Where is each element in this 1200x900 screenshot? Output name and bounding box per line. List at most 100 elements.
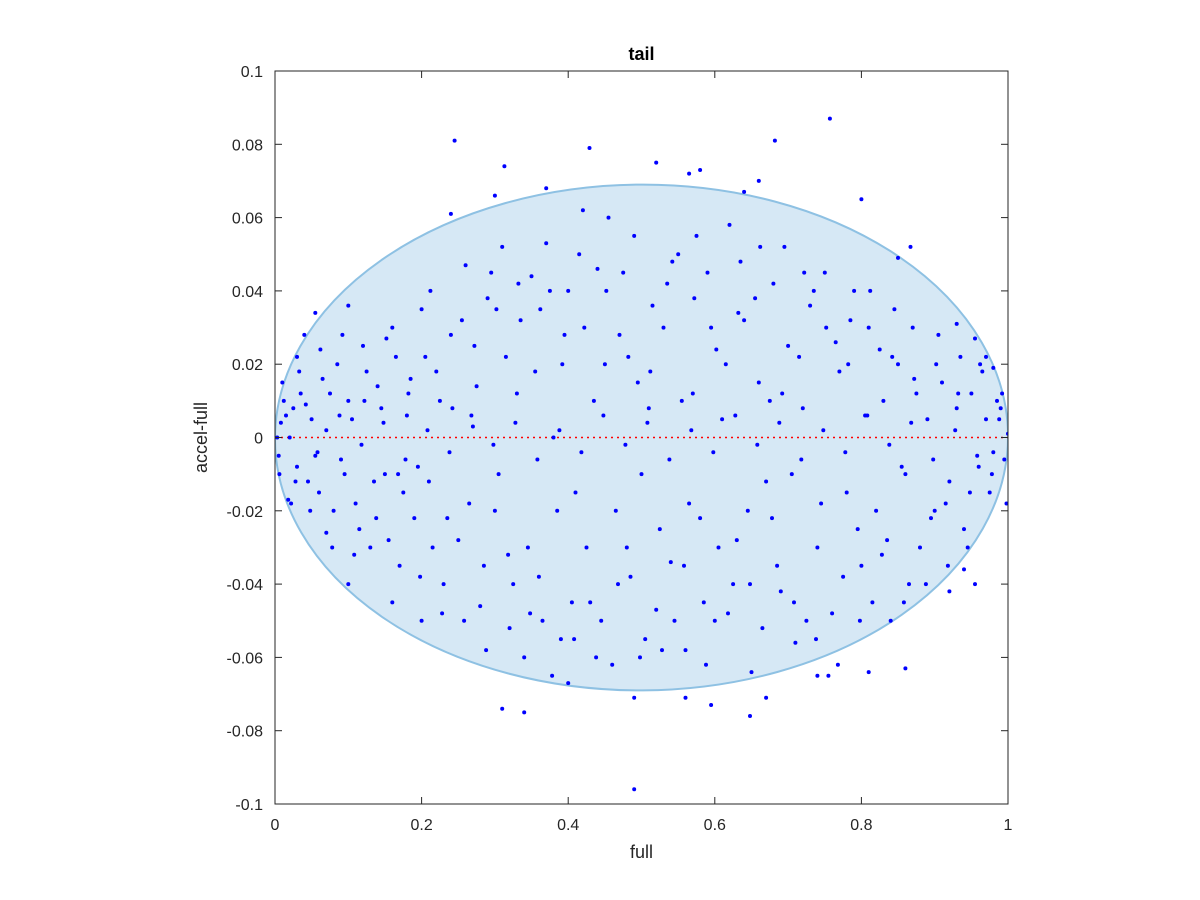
data-point bbox=[943, 501, 948, 506]
data-point bbox=[745, 508, 750, 513]
data-point bbox=[450, 406, 455, 411]
data-point bbox=[903, 666, 908, 671]
data-point bbox=[582, 325, 587, 330]
data-point bbox=[865, 413, 870, 418]
data-point bbox=[277, 472, 282, 477]
data-point bbox=[857, 618, 862, 623]
data-point bbox=[683, 648, 688, 653]
data-point bbox=[714, 347, 719, 352]
data-point bbox=[953, 428, 958, 433]
data-point bbox=[469, 413, 474, 418]
data-point bbox=[978, 362, 983, 367]
data-point bbox=[331, 508, 336, 513]
data-point bbox=[764, 479, 769, 484]
data-point bbox=[698, 168, 703, 172]
data-point bbox=[551, 435, 556, 440]
data-point bbox=[577, 252, 582, 257]
data-point bbox=[984, 417, 988, 422]
data-point bbox=[459, 318, 464, 323]
data-point bbox=[419, 618, 424, 623]
data-point bbox=[511, 582, 516, 587]
data-point bbox=[827, 116, 832, 121]
data-point bbox=[467, 501, 472, 506]
data-point bbox=[709, 703, 714, 707]
data-point bbox=[742, 189, 747, 194]
data-point bbox=[281, 398, 286, 403]
data-point bbox=[397, 563, 402, 568]
data-point bbox=[733, 413, 738, 418]
data-point bbox=[538, 307, 543, 312]
data-point bbox=[764, 695, 769, 700]
data-point bbox=[998, 406, 1003, 411]
x-tick-label: 0.8 bbox=[850, 817, 872, 834]
data-point bbox=[489, 270, 494, 275]
data-point bbox=[954, 406, 959, 411]
data-point bbox=[396, 472, 401, 477]
data-point bbox=[320, 376, 325, 381]
data-point bbox=[346, 582, 351, 587]
data-point bbox=[309, 417, 314, 422]
data-point bbox=[359, 442, 364, 447]
data-point bbox=[734, 538, 739, 543]
data-point bbox=[833, 340, 838, 345]
data-point bbox=[428, 288, 433, 293]
data-point bbox=[502, 164, 507, 169]
data-point bbox=[843, 450, 848, 455]
data-point bbox=[452, 138, 457, 143]
data-point bbox=[899, 464, 904, 469]
data-point bbox=[940, 380, 944, 385]
data-point bbox=[337, 413, 342, 418]
data-point bbox=[500, 244, 505, 249]
x-tick-label: 0.2 bbox=[410, 817, 432, 834]
data-point bbox=[890, 354, 895, 359]
data-point bbox=[793, 640, 798, 645]
data-point bbox=[954, 321, 959, 326]
data-point bbox=[544, 186, 549, 191]
data-point bbox=[821, 428, 826, 433]
data-point bbox=[962, 527, 966, 532]
data-point bbox=[797, 354, 802, 359]
data-point bbox=[1004, 501, 1008, 506]
data-point bbox=[661, 325, 666, 330]
data-point bbox=[1000, 391, 1005, 396]
data-point bbox=[525, 545, 530, 550]
data-point bbox=[923, 582, 928, 587]
data-point bbox=[901, 600, 906, 605]
data-point bbox=[503, 354, 508, 359]
data-point bbox=[846, 362, 851, 367]
data-point bbox=[980, 369, 985, 374]
y-tick-label: 0.04 bbox=[232, 284, 263, 301]
data-point bbox=[555, 508, 560, 513]
data-point bbox=[448, 332, 453, 337]
data-point bbox=[709, 325, 714, 330]
data-point bbox=[415, 464, 420, 469]
data-point bbox=[830, 611, 835, 616]
data-point bbox=[859, 197, 864, 202]
data-point bbox=[419, 307, 424, 312]
data-point bbox=[808, 303, 813, 308]
data-point bbox=[558, 637, 563, 642]
data-point bbox=[947, 479, 952, 484]
data-point bbox=[297, 369, 302, 374]
data-point bbox=[995, 398, 999, 403]
data-point bbox=[560, 362, 565, 367]
data-point bbox=[308, 508, 313, 513]
axis-ticks: 0 0.2 0.4 0.6 0.8 1 0.1 0.08 0.06 0.04 0.02 0 -0.02 -… bbox=[227, 64, 1013, 834]
data-point bbox=[313, 453, 318, 458]
data-point bbox=[736, 310, 741, 315]
data-point bbox=[324, 428, 329, 433]
data-point bbox=[472, 343, 477, 348]
data-point bbox=[632, 787, 637, 792]
data-points bbox=[275, 116, 1008, 792]
data-point bbox=[623, 442, 628, 447]
data-point bbox=[390, 325, 395, 330]
data-point bbox=[660, 648, 664, 653]
y-axis-label: accel-full bbox=[191, 402, 211, 473]
data-point bbox=[566, 681, 571, 686]
data-point bbox=[848, 318, 853, 323]
data-point bbox=[393, 354, 398, 359]
data-point bbox=[478, 604, 483, 609]
y-tick-label: 0.02 bbox=[232, 357, 263, 374]
data-point bbox=[799, 457, 804, 462]
data-point bbox=[654, 160, 659, 165]
